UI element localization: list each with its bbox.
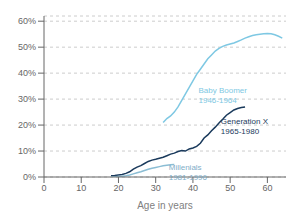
svg-text:30: 30 <box>151 183 161 193</box>
svg-text:10%: 10% <box>18 146 36 156</box>
svg-text:0%: 0% <box>23 172 36 182</box>
svg-text:Generation X1965-1980: Generation X1965-1980 <box>221 117 269 136</box>
svg-text:20: 20 <box>113 183 123 193</box>
svg-text:10: 10 <box>76 183 86 193</box>
svg-text:50%: 50% <box>18 42 36 52</box>
svg-text:Age in years: Age in years <box>137 200 193 211</box>
svg-text:40: 40 <box>188 183 198 193</box>
svg-text:30%: 30% <box>18 94 36 104</box>
svg-text:20%: 20% <box>18 120 36 130</box>
svg-text:0: 0 <box>41 183 46 193</box>
svg-text:50: 50 <box>225 183 235 193</box>
svg-text:60: 60 <box>262 183 272 193</box>
svg-text:Baby Boomer1946-1964: Baby Boomer1946-1964 <box>199 86 248 105</box>
svg-text:60%: 60% <box>18 16 36 26</box>
svg-text:40%: 40% <box>18 68 36 78</box>
svg-text:Millenials1981-1996: Millenials1981-1996 <box>169 163 208 182</box>
